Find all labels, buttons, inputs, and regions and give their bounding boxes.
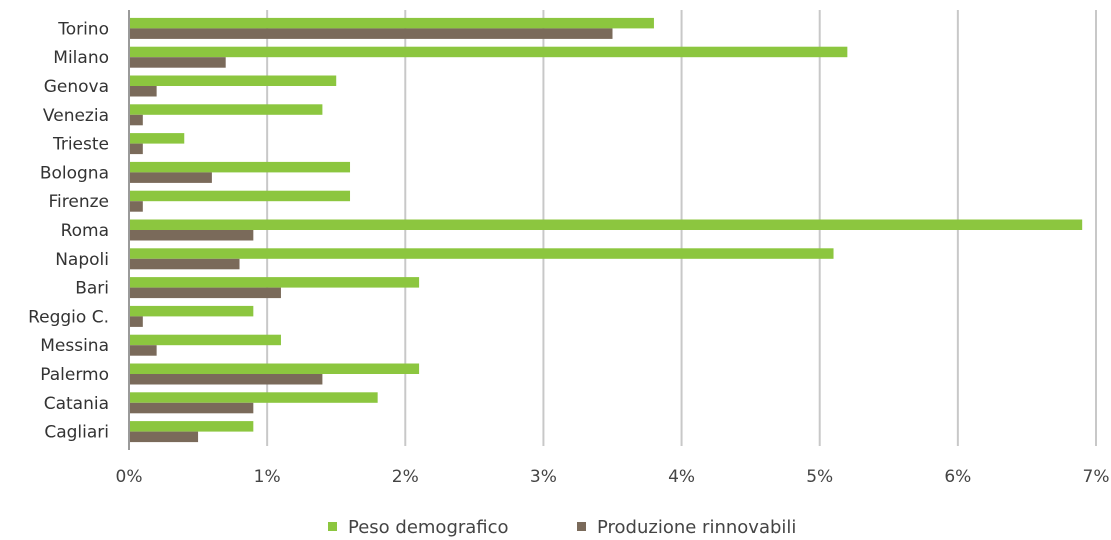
x-tick-label: 0% [116, 467, 143, 487]
category-label: Trieste [52, 135, 109, 155]
legend-swatch [328, 522, 337, 531]
category-labels: Torino Milano Genova Venezia Trieste Bologna F… [28, 19, 109, 442]
bar-peso-demografico-napoli [129, 248, 834, 259]
bar-produzione-rinnovabili-bari [129, 287, 281, 299]
category-label: Venezia [43, 106, 109, 126]
category-label: Bari [75, 279, 109, 299]
bar-peso-demografico-bari [129, 277, 420, 288]
bar-peso-demografico-reggio-c [129, 305, 254, 317]
category-label: Roma [61, 221, 109, 241]
category-label: Reggio C. [28, 307, 109, 327]
bar-peso-demografico-milano [129, 46, 848, 58]
bar-produzione-rinnovabili-cagliari [129, 431, 199, 443]
bar-peso-demografico-messina [129, 334, 281, 346]
legend-swatch [577, 522, 586, 531]
bar-produzione-rinnovabili-venezia [129, 114, 143, 126]
x-tick-label: 1% [254, 467, 281, 487]
bar-produzione-rinnovabili-genova [129, 86, 157, 97]
bar-produzione-rinnovabili-bologna [129, 172, 212, 183]
category-label: Palermo [40, 365, 109, 385]
bar-produzione-rinnovabili-firenze [129, 201, 143, 212]
category-label: Genova [44, 77, 109, 97]
category-label: Messina [40, 336, 109, 356]
category-label: Napoli [55, 250, 109, 270]
legend-label: Peso demografico [348, 517, 509, 538]
legend: Peso demografico Produzione rinnovabili [328, 517, 796, 538]
bar-produzione-rinnovabili-catania [129, 402, 254, 414]
bar-produzione-rinnovabili-milano [129, 57, 226, 68]
x-tick-label: 6% [944, 467, 971, 487]
x-tick-labels: 0% 1% 2% 3% 4% 5% 6% 7% [116, 467, 1110, 487]
bar-peso-demografico-roma [129, 219, 1083, 230]
category-label: Firenze [49, 192, 110, 212]
category-label: Milano [53, 48, 109, 68]
category-label: Bologna [40, 163, 109, 183]
bar-produzione-rinnovabili-napoli [129, 258, 240, 270]
legend-label: Produzione rinnovabili [597, 517, 796, 538]
bar-produzione-rinnovabili-palermo [129, 374, 323, 385]
x-tick-label: 5% [806, 467, 833, 487]
bar-peso-demografico-venezia [129, 104, 323, 115]
bar-peso-demografico-palermo [129, 363, 420, 374]
x-tick-label: 3% [530, 467, 557, 487]
bar-produzione-rinnovabili-roma [129, 230, 254, 241]
x-tick-label: 4% [668, 467, 695, 487]
bar-peso-demografico-cagliari [129, 421, 254, 432]
bar-peso-demografico-catania [129, 392, 378, 403]
bars [129, 17, 1083, 443]
bar-peso-demografico-trieste [129, 133, 185, 144]
bar-produzione-rinnovabili-torino [129, 28, 613, 39]
bar-produzione-rinnovabili-messina [129, 345, 157, 356]
bar-produzione-rinnovabili-trieste [129, 143, 143, 155]
category-label: Catania [44, 394, 109, 414]
bar-peso-demografico-firenze [129, 190, 351, 202]
x-tick-label: 7% [1083, 467, 1110, 487]
x-tick-label: 2% [392, 467, 419, 487]
category-label: Torino [57, 19, 109, 39]
bar-peso-demografico-genova [129, 75, 337, 86]
bar-peso-demografico-bologna [129, 161, 351, 173]
category-label: Cagliari [44, 423, 109, 443]
bar-peso-demografico-torino [129, 17, 654, 29]
bar-produzione-rinnovabili-reggio-c [129, 316, 143, 327]
